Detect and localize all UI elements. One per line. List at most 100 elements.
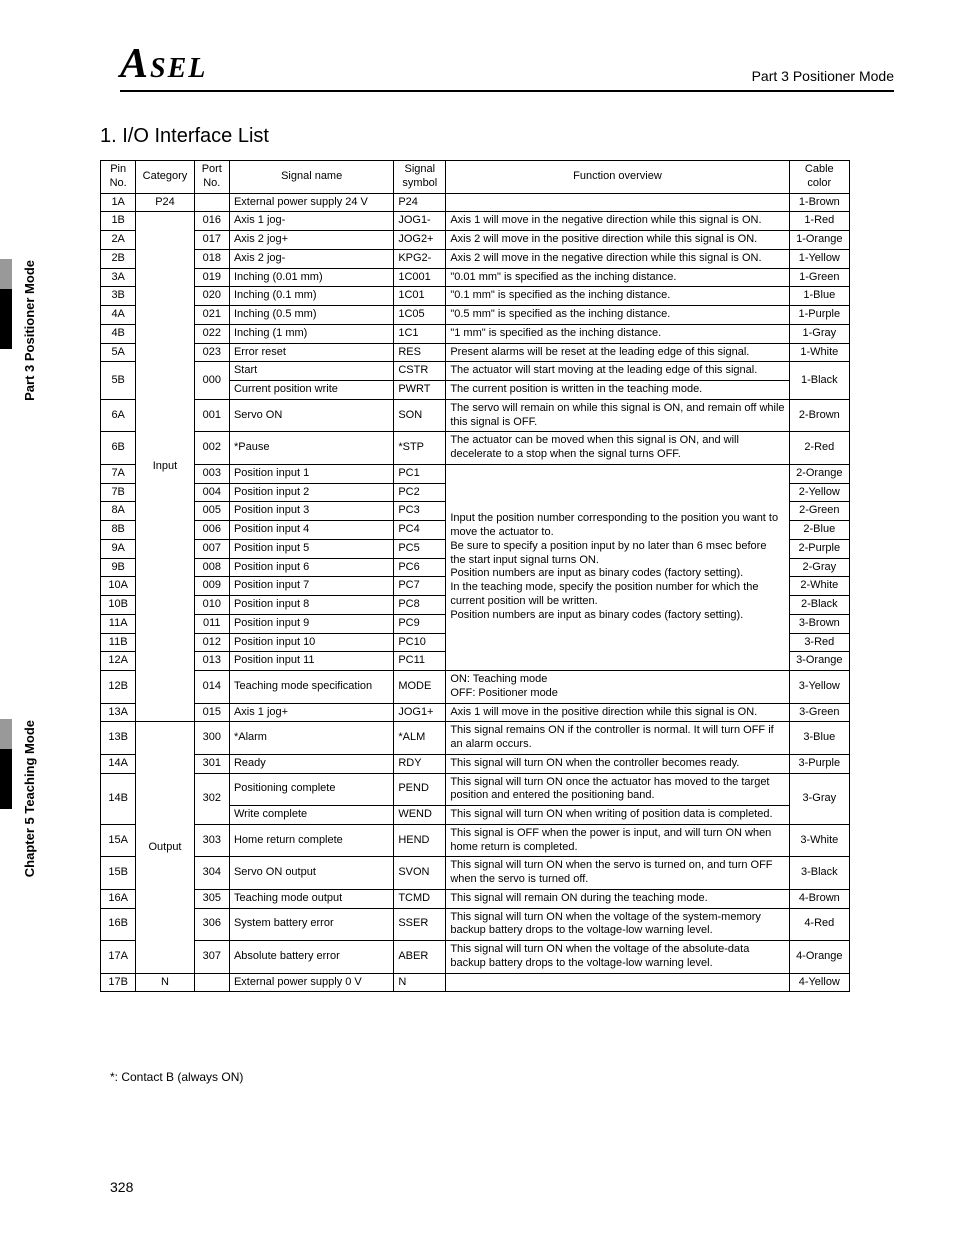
cell-function: Present alarms will be reset at the lead… [446,343,789,362]
page-header: A SEL Part 3 Positioner Mode [120,40,894,92]
cell-pin: 4A [101,306,136,325]
cell-port: 015 [194,703,229,722]
side-tab-1-bar [0,260,10,349]
cell-cable-color: 3-Yellow [789,671,849,704]
cell-signal-name: External power supply 24 V [229,193,393,212]
cell-pin: 13B [101,722,136,755]
table-row: 6A001Servo ONSONThe servo will remain on… [101,399,850,432]
cell-pin: 12A [101,652,136,671]
table-row: 2A017Axis 2 jog+JOG2+Axis 2 will move in… [101,231,850,250]
cell-signal-symbol: SON [394,399,446,432]
cell-signal-name: Write complete [229,806,393,825]
cell-port: 002 [194,432,229,465]
cell-cable-color: 1-Gray [789,324,849,343]
cell-port: 009 [194,577,229,596]
cell-signal-symbol: PC3 [394,502,446,521]
th-port: Port No. [194,161,229,194]
cell-function: Input the position number corresponding … [446,464,789,670]
cell-signal-symbol: PC2 [394,483,446,502]
table-row: 14A301ReadyRDYThis signal will turn ON w… [101,754,850,773]
table-row: 6B002*Pause*STPThe actuator can be moved… [101,432,850,465]
cell-port: 023 [194,343,229,362]
cell-signal-name: External power supply 0 V [229,973,393,992]
cell-function: Axis 1 will move in the positive directi… [446,703,789,722]
cell-pin: 8A [101,502,136,521]
table-row: 15B304Servo ON outputSVONThis signal wil… [101,857,850,890]
cell-cable-color: 2-Black [789,596,849,615]
cell-port: 000 [194,362,229,400]
cell-pin: 12B [101,671,136,704]
cell-pin: 1A [101,193,136,212]
cell-port: 006 [194,521,229,540]
cell-pin: 7B [101,483,136,502]
cell-cable-color: 1-Green [789,268,849,287]
cell-signal-name: Axis 1 jog+ [229,703,393,722]
cell-signal-name: *Alarm [229,722,393,755]
cell-port: 010 [194,596,229,615]
cell-port: 018 [194,249,229,268]
cell-signal-symbol: JOG1+ [394,703,446,722]
th-sym: Signal symbol [394,161,446,194]
cell-function [446,193,789,212]
cell-port: 001 [194,399,229,432]
part-label: Part 3 Positioner Mode [752,68,894,88]
cell-signal-name: Error reset [229,343,393,362]
cell-cable-color: 1-Brown [789,193,849,212]
cell-signal-name: Inching (0.1 mm) [229,287,393,306]
cell-signal-symbol: PC1 [394,464,446,483]
cell-signal-symbol: *ALM [394,722,446,755]
cell-port: 303 [194,824,229,857]
cell-function: Axis 1 will move in the negative directi… [446,212,789,231]
cell-signal-name: Absolute battery error [229,941,393,974]
cell-signal-name: Position input 2 [229,483,393,502]
cell-cable-color: 4-Yellow [789,973,849,992]
cell-signal-symbol: PC10 [394,633,446,652]
cell-cable-color: 2-Orange [789,464,849,483]
cell-cable-color: 4-Brown [789,889,849,908]
cell-pin: 3B [101,287,136,306]
cell-signal-name: Start [229,362,393,381]
cell-signal-name: Servo ON output [229,857,393,890]
cell-pin: 15A [101,824,136,857]
cell-signal-symbol: 1C05 [394,306,446,325]
cell-signal-name: Position input 8 [229,596,393,615]
cell-signal-symbol: PC11 [394,652,446,671]
cell-function: The actuator will start moving at the le… [446,362,789,381]
cell-signal-name: Teaching mode output [229,889,393,908]
cell-cable-color: 1-Yellow [789,249,849,268]
cell-port [194,193,229,212]
cell-port: 022 [194,324,229,343]
cell-signal-symbol: PWRT [394,381,446,400]
cell-port: 011 [194,614,229,633]
cell-cable-color: 3-Brown [789,614,849,633]
table-row: 17A307Absolute battery errorABERThis sig… [101,941,850,974]
cell-cable-color: 2-Green [789,502,849,521]
table-row: 2B018Axis 2 jog-KPG2-Axis 2 will move in… [101,249,850,268]
cell-pin: 8B [101,521,136,540]
cell-signal-name: Inching (1 mm) [229,324,393,343]
cell-signal-name: Current position write [229,381,393,400]
cell-signal-symbol: N [394,973,446,992]
cell-signal-symbol: HEND [394,824,446,857]
cell-port: 014 [194,671,229,704]
cell-cable-color: 2-White [789,577,849,596]
cell-cable-color: 3-Black [789,857,849,890]
cell-function: "0.1 mm" is specified as the inching dis… [446,287,789,306]
cell-port [194,973,229,992]
cell-function: "1 mm" is specified as the inching dista… [446,324,789,343]
cell-function: This signal will turn ON when the voltag… [446,908,789,941]
cell-category: Input [136,212,194,722]
cell-pin: 3A [101,268,136,287]
table-row: 1BInput016Axis 1 jog-JOG1-Axis 1 will mo… [101,212,850,231]
th-cable: Cable color [789,161,849,194]
cell-signal-symbol: PC5 [394,539,446,558]
cell-signal-name: Axis 2 jog+ [229,231,393,250]
cell-cable-color: 3-Red [789,633,849,652]
cell-signal-name: Inching (0.01 mm) [229,268,393,287]
cell-function: This signal remains ON if the controller… [446,722,789,755]
table-row: 16A305Teaching mode outputTCMDThis signa… [101,889,850,908]
cell-signal-name: Servo ON [229,399,393,432]
cell-cable-color: 1-Black [789,362,849,400]
cell-cable-color: 1-Purple [789,306,849,325]
cell-signal-name: Position input 3 [229,502,393,521]
